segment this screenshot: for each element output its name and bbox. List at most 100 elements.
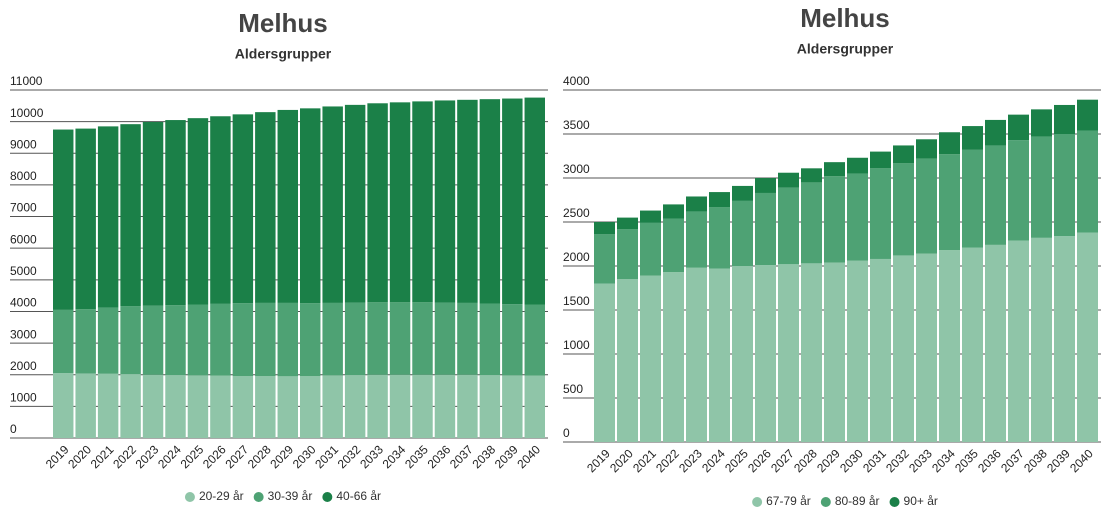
bar-segment xyxy=(210,116,231,304)
bar-segment xyxy=(732,200,753,266)
x-tick-label: 2034 xyxy=(380,442,409,471)
bar-segment xyxy=(939,250,960,442)
bar-segment xyxy=(502,98,523,305)
x-tick-label: 2032 xyxy=(335,442,364,471)
bar-segment xyxy=(142,374,164,438)
legend-label: 20-29 år xyxy=(199,489,244,503)
bar-segment xyxy=(165,305,186,376)
chart-subtitle: Aldersgrupper xyxy=(797,41,894,57)
bar-segment xyxy=(755,265,776,442)
y-tick-label: 2000 xyxy=(563,250,590,264)
bar-segment xyxy=(962,149,983,248)
x-tick-label: 2033 xyxy=(357,442,386,471)
x-tick-label: 2029 xyxy=(267,442,296,471)
x-tick-label: 2021 xyxy=(630,446,659,475)
bar-segment xyxy=(210,303,231,376)
x-tick-label: 2019 xyxy=(584,446,613,475)
bar-segment xyxy=(1054,134,1075,237)
bar-segment xyxy=(1031,136,1052,238)
x-tick-label: 2024 xyxy=(699,446,728,475)
bar-segment xyxy=(847,157,868,174)
legend-item: 40-66 år xyxy=(322,489,381,503)
bar-segment xyxy=(255,375,276,438)
bar-segment xyxy=(210,375,231,438)
bar-segment xyxy=(778,172,799,188)
bar-segment xyxy=(524,304,545,376)
bar-segment xyxy=(985,145,1006,245)
chart-title: Melhus xyxy=(238,8,328,38)
legend-item: 80-89 år xyxy=(820,494,880,508)
bar-segment xyxy=(939,154,960,251)
bar-segment xyxy=(232,303,254,376)
bar-segment xyxy=(165,375,186,438)
bar-segment xyxy=(53,129,74,310)
bar-segment xyxy=(1008,240,1029,442)
x-tick-label: 2037 xyxy=(447,442,476,471)
bar-segment xyxy=(893,163,914,256)
legend-marker xyxy=(820,497,831,507)
x-tick-label: 2038 xyxy=(469,442,498,471)
chart-title: Melhus xyxy=(800,3,890,33)
bar-segment xyxy=(344,104,366,303)
bar-segment xyxy=(594,283,615,442)
bar-segment xyxy=(617,279,638,442)
bar-segment xyxy=(479,99,501,304)
bar-segment xyxy=(640,210,661,223)
legend-label: 67-79 år xyxy=(766,494,811,508)
bar-segment xyxy=(870,258,891,442)
x-tick-label: 2026 xyxy=(200,442,229,471)
bar-segment xyxy=(985,244,1006,442)
bar-segment xyxy=(870,168,891,259)
bar-segment xyxy=(97,126,119,308)
bar-segment xyxy=(457,374,478,438)
bar-segment xyxy=(389,302,411,375)
bar-segment xyxy=(847,260,868,442)
x-tick-label: 2034 xyxy=(929,446,958,475)
x-tick-label: 2023 xyxy=(133,442,162,471)
legend-item: 20-29 år xyxy=(184,489,244,503)
x-tick-label: 2039 xyxy=(1044,446,1073,475)
bar-segment xyxy=(255,112,276,303)
x-tick-label: 2040 xyxy=(1067,446,1096,475)
y-tick-label: 4000 xyxy=(10,296,37,310)
y-tick-label: 3000 xyxy=(10,327,37,341)
bar-segment xyxy=(1054,104,1075,134)
bar-segment xyxy=(686,267,707,442)
bar-segment xyxy=(502,304,523,376)
legend-label: 30-39 år xyxy=(268,489,313,503)
x-tick-label: 2019 xyxy=(43,442,72,471)
bar-segment xyxy=(344,375,366,438)
legend-label: 80-89 år xyxy=(835,494,880,508)
bar-segment xyxy=(232,375,254,438)
bar-segment xyxy=(916,253,937,442)
bar-segment xyxy=(97,307,119,374)
y-tick-label: 6000 xyxy=(10,232,37,246)
x-tick-label: 2024 xyxy=(155,442,184,471)
bar-segment xyxy=(434,302,456,375)
x-tick-label: 2028 xyxy=(245,442,274,471)
bar-segment xyxy=(187,118,209,305)
x-tick-label: 2031 xyxy=(860,446,889,475)
bar-segment xyxy=(75,128,96,310)
x-tick-label: 2030 xyxy=(290,442,319,471)
x-tick-label: 2036 xyxy=(425,442,454,471)
bar-segment xyxy=(524,97,545,305)
bar-segment xyxy=(97,373,119,438)
x-tick-label: 2027 xyxy=(222,442,251,471)
bar-segment xyxy=(1077,99,1098,131)
chart-subtitle: Aldersgrupper xyxy=(235,46,332,62)
x-tick-label: 2022 xyxy=(653,446,682,475)
legend-item: 90+ år xyxy=(889,494,938,508)
legend-label: 40-66 år xyxy=(336,489,381,503)
bar-segment xyxy=(412,302,433,375)
bar-segment xyxy=(53,309,74,374)
bar-segment xyxy=(524,375,545,438)
bar-segment xyxy=(300,303,321,376)
x-tick-label: 2025 xyxy=(722,446,751,475)
bar-segment xyxy=(663,272,684,442)
bar-segment xyxy=(120,124,141,307)
bar-segment xyxy=(1054,236,1075,442)
bar-segment xyxy=(1077,232,1098,442)
bar-segment xyxy=(1008,140,1029,241)
x-tick-label: 2025 xyxy=(178,442,207,471)
